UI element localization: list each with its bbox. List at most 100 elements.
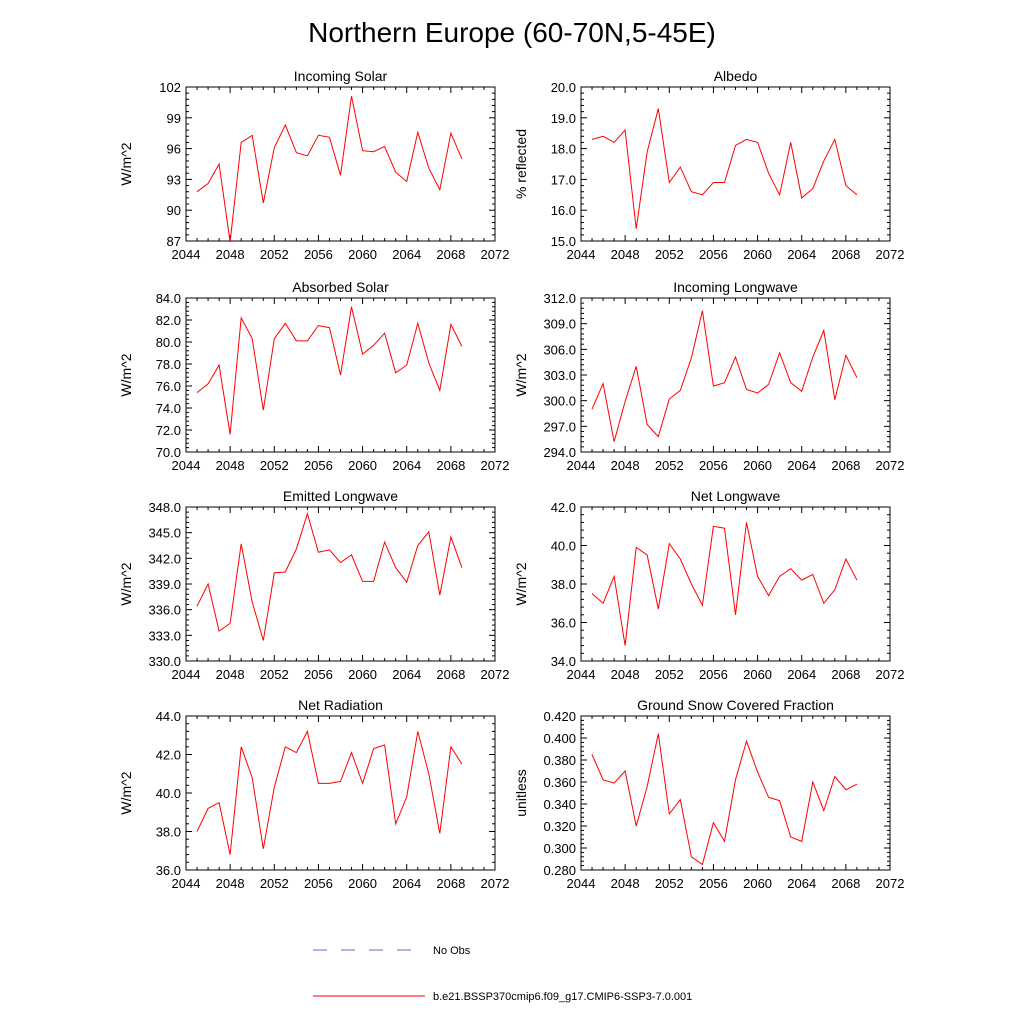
y-tick-label: 15.0 [551,234,576,249]
x-tick-label: 2068 [436,247,465,262]
x-tick-label: 2072 [876,667,905,682]
y-tick-label: 0.300 [543,841,576,856]
panel-absorbed-solar: Absorbed Solar W/m^2 2044 2048 2052 2056 2060 2… [118,279,509,473]
x-tick-label: 2068 [436,667,465,682]
panel-title: Incoming Solar [294,68,388,84]
panel-title: Emitted Longwave [283,488,398,504]
panel-incoming-solar: Incoming Solar W/m^2 2044 2048 2052 2056 2060 2… [118,68,509,262]
y-tick-label: 36.0 [551,616,576,631]
x-tick-label: 2064 [392,667,421,682]
x-tick-label: 2068 [831,247,860,262]
y-tick-label: 19.0 [551,111,576,126]
y-axis-label: W/m^2 [118,353,134,396]
panel-net-longwave: Net Longwave W/m^2 2044 2048 2052 2056 2060 206… [513,488,904,682]
y-tick-label: 93 [167,172,181,187]
y-axis-label: W/m^2 [118,142,134,185]
plot-frame [185,715,496,871]
panel-title: Net Longwave [691,488,781,504]
panel-title: Albedo [714,68,758,84]
x-tick-label: 2048 [611,458,640,473]
y-axis-label: unitless [513,769,529,816]
x-tick-label: 2064 [392,458,421,473]
x-tick-label: 2064 [787,667,816,682]
x-tick-label: 2068 [436,458,465,473]
plot-frame [580,297,891,453]
x-tick-label: 2044 [567,247,596,262]
y-tick-label: 297.0 [543,419,576,434]
x-tick-label: 2052 [260,247,289,262]
legend: No Obs b.e21.BSSP370cmip6.f09_g17.CMIP6-… [313,945,692,1003]
x-tick-label: 2056 [304,247,333,262]
x-tick-label: 2044 [172,247,201,262]
y-tick-label: 0.420 [543,709,576,724]
y-tick-label: 336.0 [148,603,181,618]
x-tick-label: 2072 [481,876,510,891]
x-tick-label: 2044 [172,876,201,891]
x-tick-label: 2056 [699,876,728,891]
x-tick-label: 2064 [787,876,816,891]
y-tick-label: 342.0 [148,551,181,566]
y-tick-label: 90 [167,203,181,218]
plot-frame [580,86,891,242]
x-tick-label: 2044 [172,458,201,473]
plot-frame [580,715,891,871]
x-tick-label: 2068 [831,458,860,473]
x-tick-label: 2048 [216,247,245,262]
y-tick-label: 84.0 [156,291,181,306]
x-tick-label: 2048 [611,667,640,682]
y-axis-label: W/m^2 [513,353,529,396]
x-tick-label: 2056 [304,876,333,891]
y-axis-label: W/m^2 [118,562,134,605]
x-tick-label: 2048 [611,247,640,262]
series-line-incoming-longwave [591,310,858,442]
x-tick-label: 2052 [260,458,289,473]
x-tick-label: 2060 [348,876,377,891]
panel-title: Incoming Longwave [673,279,798,295]
x-tick-label: 2060 [348,458,377,473]
x-tick-label: 2060 [743,247,772,262]
x-tick-label: 2056 [699,667,728,682]
y-tick-label: 0.400 [543,731,576,746]
x-tick-label: 2060 [743,876,772,891]
y-tick-label: 70.0 [156,445,181,460]
panel-emitted-longwave: Emitted Longwave W/m^2 2044 2048 2052 2056 206… [118,488,509,682]
y-tick-label: 306.0 [543,342,576,357]
x-tick-label: 2052 [260,876,289,891]
y-tick-label: 17.0 [551,172,576,187]
panels-group: Incoming Solar W/m^2 2044 2048 2052 2056 2060 2… [118,68,904,891]
y-tick-label: 102 [159,80,181,95]
x-tick-label: 2060 [348,247,377,262]
series-line-albedo [591,108,858,229]
y-tick-label: 0.320 [543,819,576,834]
x-tick-label: 2072 [481,247,510,262]
y-tick-label: 76.0 [156,379,181,394]
x-tick-label: 2056 [699,247,728,262]
x-tick-label: 2044 [567,458,596,473]
panel-title: Absorbed Solar [292,279,389,295]
x-tick-label: 2048 [216,876,245,891]
y-tick-label: 36.0 [156,863,181,878]
panel-title: Net Radiation [298,697,383,713]
x-tick-label: 2052 [655,667,684,682]
y-axis-label: % reflected [513,129,529,199]
x-tick-label: 2072 [876,247,905,262]
y-tick-label: 0.360 [543,775,576,790]
y-axis-label: W/m^2 [513,562,529,605]
panel-ground-snow-covered-fraction: Ground Snow Covered Fraction unitless 2044… [513,697,904,891]
figure-title: Northern Europe (60-70N,5-45E) [308,17,716,48]
y-tick-label: 333.0 [148,628,181,643]
x-tick-label: 2048 [611,876,640,891]
y-tick-label: 309.0 [543,317,576,332]
x-tick-label: 2052 [260,667,289,682]
x-tick-label: 2060 [743,458,772,473]
y-tick-label: 72.0 [156,423,181,438]
y-tick-label: 330.0 [148,654,181,669]
y-tick-label: 74.0 [156,401,181,416]
y-tick-label: 38.0 [551,577,576,592]
y-tick-label: 0.280 [543,863,576,878]
y-tick-label: 40.0 [156,786,181,801]
x-tick-label: 2072 [876,458,905,473]
y-axis-label: W/m^2 [118,771,134,814]
x-tick-label: 2068 [436,876,465,891]
